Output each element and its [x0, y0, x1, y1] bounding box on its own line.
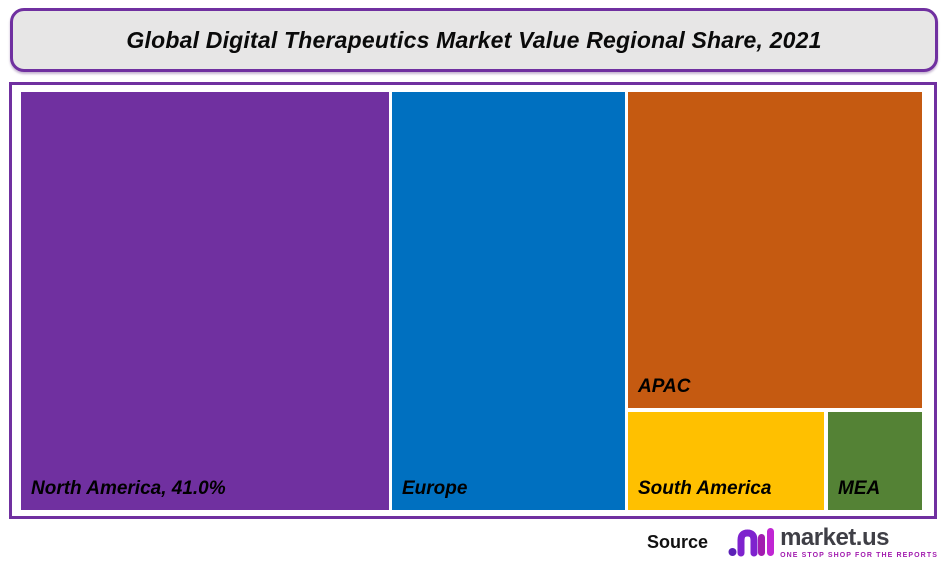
treemap-tile-apac: APAC [628, 92, 922, 408]
chart-title: Global Digital Therapeutics Market Value… [126, 26, 822, 53]
treemap-frame: North America, 41.0% Europe APAC South A… [9, 82, 937, 519]
tile-label-apac: APAC [638, 376, 691, 397]
brand-tagline: ONE STOP SHOP FOR THE REPORTS [780, 551, 938, 559]
tile-label-europe: Europe [402, 478, 468, 499]
market-us-soundwave-icon [728, 528, 775, 557]
brand-block: market.us ONE STOP SHOP FOR THE REPORTS [780, 523, 938, 559]
tile-label-north-america: North America, 41.0% [31, 478, 226, 499]
brand-name: market.us [780, 523, 889, 551]
source-attribution: Source market.us ONE STOP SHOP FOR THE R… [647, 524, 938, 560]
treemap-tile-mea: MEA [828, 412, 922, 510]
tile-label-mea: MEA [838, 478, 881, 499]
treemap-tile-europe: Europe [392, 92, 625, 510]
treemap-tile-north-america: North America, 41.0% [21, 92, 389, 510]
chart-title-box: Global Digital Therapeutics Market Value… [10, 8, 938, 72]
tile-label-south-america: South America [638, 478, 772, 499]
treemap-tile-south-america: South America [628, 412, 824, 510]
source-label: Source [647, 531, 709, 552]
